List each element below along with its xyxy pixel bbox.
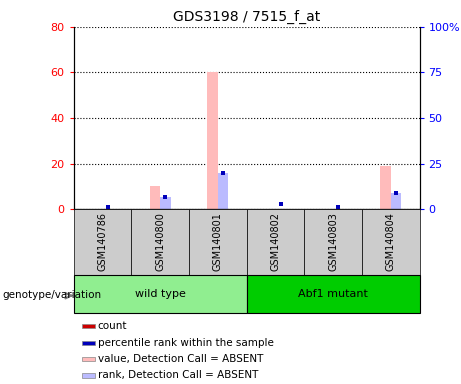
Bar	[74, 275, 247, 313]
Text: count: count	[98, 321, 127, 331]
Bar	[82, 373, 95, 377]
Bar	[247, 275, 420, 313]
Bar	[74, 209, 131, 275]
Point	[392, 190, 400, 196]
Text: GSM140803: GSM140803	[328, 212, 338, 271]
Text: rank, Detection Call = ABSENT: rank, Detection Call = ABSENT	[98, 371, 258, 381]
Point	[277, 201, 284, 207]
Text: GSM140786: GSM140786	[98, 212, 107, 271]
Text: GSM140804: GSM140804	[386, 212, 396, 271]
Bar	[82, 341, 95, 345]
Text: GSM140802: GSM140802	[271, 212, 280, 271]
Text: value, Detection Call = ABSENT: value, Detection Call = ABSENT	[98, 354, 263, 364]
Text: GSM140801: GSM140801	[213, 212, 223, 271]
Point	[219, 170, 227, 176]
Bar	[247, 209, 304, 275]
Bar	[150, 187, 160, 209]
Title: GDS3198 / 7515_f_at: GDS3198 / 7515_f_at	[173, 10, 320, 25]
Bar	[218, 173, 228, 209]
Text: percentile rank within the sample: percentile rank within the sample	[98, 338, 274, 348]
Text: genotype/variation: genotype/variation	[2, 290, 101, 300]
Bar	[207, 73, 218, 209]
Bar	[160, 197, 171, 209]
Bar	[390, 193, 401, 209]
Point	[162, 194, 169, 200]
Bar	[304, 209, 362, 275]
Point	[335, 204, 342, 210]
Text: Abf1 mutant: Abf1 mutant	[298, 289, 368, 299]
Bar	[82, 324, 95, 328]
Text: GSM140800: GSM140800	[155, 212, 165, 271]
Bar	[380, 166, 390, 209]
Bar	[131, 209, 189, 275]
Bar	[189, 209, 247, 275]
Bar	[362, 209, 420, 275]
Text: wild type: wild type	[135, 289, 186, 299]
Bar	[82, 357, 95, 361]
Point	[104, 204, 112, 210]
